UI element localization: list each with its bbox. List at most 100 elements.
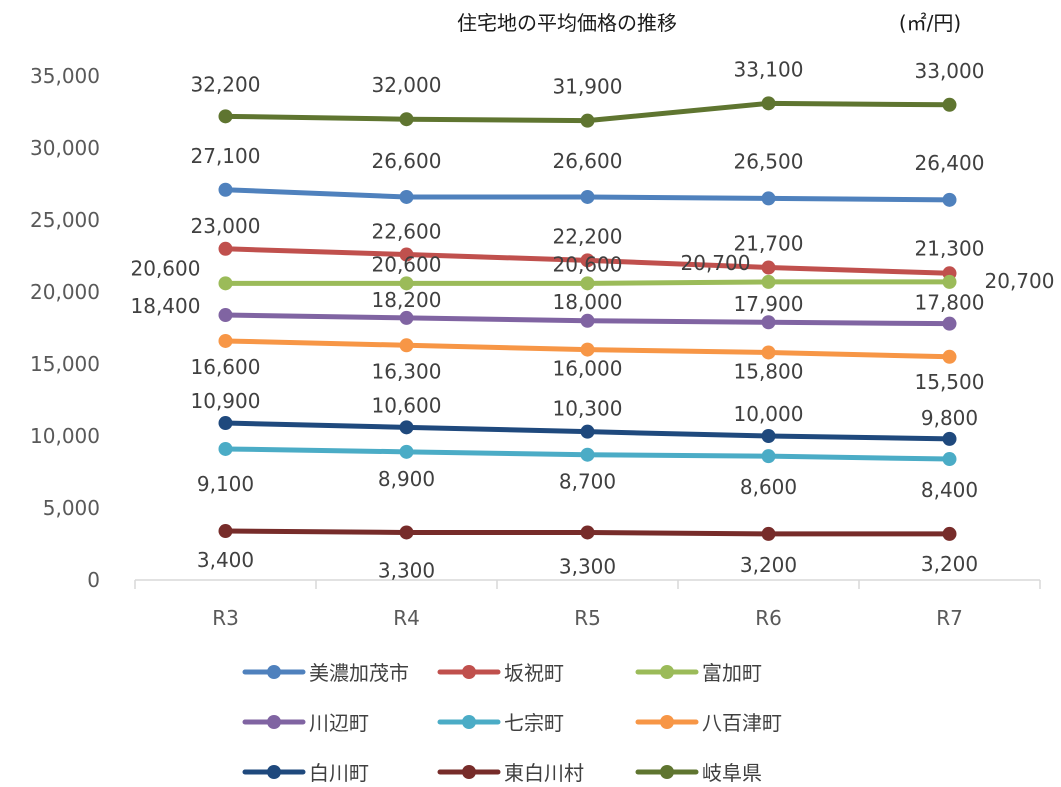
legend-label: 八百津町	[702, 711, 782, 735]
data-label: 8,600	[740, 475, 797, 499]
x-tick-label: R7	[936, 606, 963, 630]
data-point	[399, 310, 414, 325]
data-label: 10,300	[553, 397, 623, 421]
x-tick-label: R3	[212, 606, 239, 630]
data-point	[580, 276, 595, 291]
y-tick-label: 5,000	[43, 496, 100, 520]
data-point	[942, 452, 957, 467]
data-label: 10,900	[191, 389, 261, 413]
data-label: 16,000	[553, 357, 623, 381]
data-point	[761, 449, 776, 464]
data-point	[399, 112, 414, 127]
legend-label: 坂祝町	[504, 661, 564, 685]
x-tick-label: R6	[755, 606, 782, 630]
data-label: 8,900	[378, 467, 435, 491]
data-label: 26,500	[734, 149, 804, 173]
x-tick-label: R5	[574, 606, 601, 630]
data-label: 20,600	[372, 252, 442, 276]
data-point	[580, 525, 595, 540]
data-label: 32,000	[372, 73, 442, 97]
data-point	[580, 189, 595, 204]
data-point	[761, 260, 776, 275]
legend-swatch-marker	[462, 765, 476, 779]
data-label: 20,600	[131, 256, 201, 280]
unit-label: (㎡/円)	[899, 11, 961, 35]
data-point	[399, 420, 414, 435]
data-label: 18,400	[131, 294, 201, 318]
data-label: 3,400	[197, 548, 254, 572]
data-point	[399, 276, 414, 291]
data-point	[942, 431, 957, 446]
data-label: 18,200	[372, 288, 442, 312]
data-label: 16,300	[372, 359, 442, 383]
data-label: 27,100	[191, 144, 261, 168]
data-point	[761, 315, 776, 330]
axes: 0 5,000 10,000 15,000 20,000 25,000 30,000 35,0…	[30, 64, 1041, 630]
data-point	[218, 109, 233, 124]
data-point	[580, 113, 595, 128]
data-point	[218, 416, 233, 431]
data-label: 23,000	[191, 214, 261, 238]
y-tick-label: 35,000	[30, 64, 100, 88]
legend-swatch-marker	[660, 665, 674, 679]
data-label: 33,000	[915, 59, 985, 83]
data-point	[942, 97, 957, 112]
data-point	[761, 96, 776, 111]
data-point	[218, 441, 233, 456]
y-tick-label: 0	[87, 568, 100, 592]
data-label: 26,600	[553, 149, 623, 173]
y-tick-label: 10,000	[30, 424, 100, 448]
data-label: 26,400	[915, 151, 985, 175]
data-point	[399, 247, 414, 262]
y-tick-label: 15,000	[30, 352, 100, 376]
data-label: 3,300	[559, 554, 616, 578]
data-label: 8,400	[921, 478, 978, 502]
data-label: 15,500	[915, 370, 985, 394]
data-label: 15,800	[734, 359, 804, 383]
data-label: 17,900	[734, 292, 804, 316]
data-point	[218, 276, 233, 291]
data-label: 3,200	[740, 553, 797, 577]
legend-swatch-marker	[660, 715, 674, 729]
legend-label: 川辺町	[309, 711, 369, 735]
data-label: 10,000	[734, 402, 804, 426]
data-label: 10,600	[372, 393, 442, 417]
data-point	[580, 424, 595, 439]
x-tick-label: R4	[393, 606, 420, 630]
legend-swatch-marker	[462, 665, 476, 679]
data-label: 3,300	[378, 558, 435, 582]
data-label: 20,700	[681, 251, 751, 275]
data-label: 17,800	[915, 291, 985, 315]
data-point	[942, 526, 957, 541]
data-label: 20,700	[985, 269, 1055, 293]
y-tick-label: 20,000	[30, 280, 100, 304]
data-labels: 27,100 26,600 26,600 26,500 26,400 23,000 22,6…	[131, 57, 1055, 582]
data-label: 16,600	[191, 355, 261, 379]
data-label: 26,600	[372, 149, 442, 173]
legend-swatch-marker	[462, 715, 476, 729]
legend-swatch-marker	[267, 765, 281, 779]
data-point	[761, 191, 776, 206]
data-label: 32,200	[191, 72, 261, 96]
legend-swatch-marker	[660, 765, 674, 779]
data-point	[761, 429, 776, 443]
data-point	[942, 274, 957, 289]
data-point	[218, 241, 233, 256]
data-point	[580, 342, 595, 357]
data-label: 8,700	[559, 470, 616, 494]
data-label: 33,100	[734, 57, 804, 81]
data-label: 21,300	[915, 236, 985, 260]
data-point	[218, 524, 233, 539]
legend-label: 美濃加茂市	[309, 661, 409, 685]
data-point	[580, 313, 595, 328]
data-point	[399, 189, 414, 204]
data-point	[580, 253, 595, 268]
legend-label: 七宗町	[504, 711, 564, 735]
y-tick-label: 25,000	[30, 208, 100, 232]
data-label: 18,000	[553, 290, 623, 314]
data-point	[399, 444, 414, 459]
data-point	[218, 182, 233, 197]
series-layer	[218, 96, 957, 541]
data-point	[761, 526, 776, 541]
